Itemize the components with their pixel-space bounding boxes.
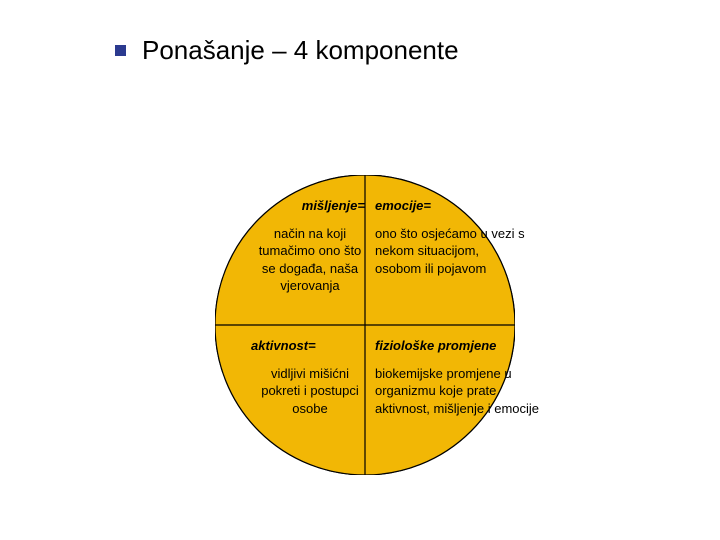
quadrant-heading: mišljenje=	[251, 197, 369, 215]
slide-title: Ponašanje – 4 komponente	[142, 35, 459, 66]
quadrant-body: biokemijske promjene u organizmu koje pr…	[375, 365, 545, 418]
quadrant-bottom-left: aktivnost= vidljivi mišićni pokreti i po…	[251, 337, 369, 417]
quadrant-body: ono što osjećamo u vezi s nekom situacij…	[375, 225, 525, 278]
quadrant-diagram: mišljenje= način na koji tumačimo ono št…	[215, 175, 515, 475]
bullet-square-icon	[115, 45, 126, 56]
title-row: Ponašanje – 4 komponente	[115, 35, 459, 66]
quadrant-body: način na koji tumačimo ono što se događa…	[251, 225, 369, 295]
quadrant-top-right: emocije= ono što osjećamo u vezi s nekom…	[375, 197, 525, 277]
quadrant-top-left: mišljenje= način na koji tumačimo ono št…	[251, 197, 369, 295]
quadrant-heading: emocije=	[375, 197, 525, 215]
quadrant-bottom-right: fiziološke promjene biokemijske promjene…	[375, 337, 545, 417]
slide: Ponašanje – 4 komponente mišljenje= nači…	[0, 0, 720, 540]
quadrant-heading: aktivnost=	[251, 337, 369, 355]
quadrant-heading: fiziološke promjene	[375, 337, 545, 355]
quadrant-body: vidljivi mišićni pokreti i postupci osob…	[251, 365, 369, 418]
